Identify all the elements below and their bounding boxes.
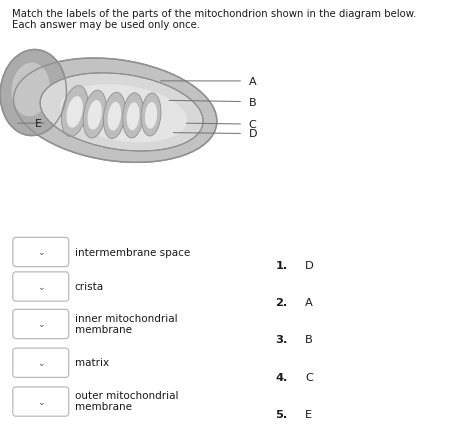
Text: matrix: matrix bbox=[75, 357, 109, 368]
Text: E: E bbox=[35, 119, 41, 129]
Ellipse shape bbox=[40, 74, 203, 152]
Text: D: D bbox=[305, 261, 314, 271]
FancyBboxPatch shape bbox=[13, 272, 69, 301]
Text: 4.: 4. bbox=[275, 372, 288, 382]
FancyBboxPatch shape bbox=[13, 348, 69, 378]
Text: Each answer may be used only once.: Each answer may be used only once. bbox=[12, 20, 200, 30]
FancyBboxPatch shape bbox=[13, 387, 69, 416]
Text: D: D bbox=[249, 129, 257, 139]
Text: ⌄: ⌄ bbox=[37, 282, 45, 291]
Text: crista: crista bbox=[75, 281, 104, 292]
Ellipse shape bbox=[88, 101, 102, 130]
Text: 1.: 1. bbox=[275, 261, 287, 271]
Text: E: E bbox=[305, 408, 312, 419]
Text: Match the labels of the parts of the mitochondrion shown in the diagram below.: Match the labels of the parts of the mit… bbox=[12, 9, 416, 19]
FancyBboxPatch shape bbox=[13, 310, 69, 339]
Ellipse shape bbox=[108, 103, 121, 131]
Text: membrane: membrane bbox=[75, 324, 132, 334]
Ellipse shape bbox=[127, 103, 139, 131]
Text: C: C bbox=[305, 372, 313, 382]
Ellipse shape bbox=[14, 59, 217, 163]
Ellipse shape bbox=[66, 97, 83, 129]
Text: ⌄: ⌄ bbox=[37, 319, 45, 328]
Ellipse shape bbox=[11, 64, 50, 117]
Ellipse shape bbox=[60, 85, 187, 143]
Text: outer mitochondrial: outer mitochondrial bbox=[75, 390, 178, 400]
Text: inner mitochondrial: inner mitochondrial bbox=[75, 313, 177, 323]
Ellipse shape bbox=[103, 93, 125, 139]
Text: C: C bbox=[249, 120, 256, 130]
Text: 5.: 5. bbox=[275, 408, 287, 419]
Text: 3.: 3. bbox=[275, 335, 288, 345]
Ellipse shape bbox=[123, 94, 144, 138]
FancyBboxPatch shape bbox=[13, 238, 69, 267]
Text: membrane: membrane bbox=[75, 401, 132, 412]
Ellipse shape bbox=[0, 50, 66, 136]
Text: B: B bbox=[249, 97, 256, 108]
Text: A: A bbox=[249, 77, 256, 87]
Ellipse shape bbox=[141, 94, 161, 137]
Text: ⌄: ⌄ bbox=[37, 397, 45, 405]
Ellipse shape bbox=[62, 86, 88, 137]
Text: ⌄: ⌄ bbox=[37, 358, 45, 367]
Ellipse shape bbox=[83, 91, 106, 138]
Text: B: B bbox=[305, 335, 313, 345]
Text: intermembrane space: intermembrane space bbox=[75, 247, 190, 257]
Text: 2.: 2. bbox=[275, 297, 287, 307]
Ellipse shape bbox=[145, 103, 157, 129]
Text: ⌄: ⌄ bbox=[37, 248, 45, 256]
Text: A: A bbox=[305, 297, 313, 307]
